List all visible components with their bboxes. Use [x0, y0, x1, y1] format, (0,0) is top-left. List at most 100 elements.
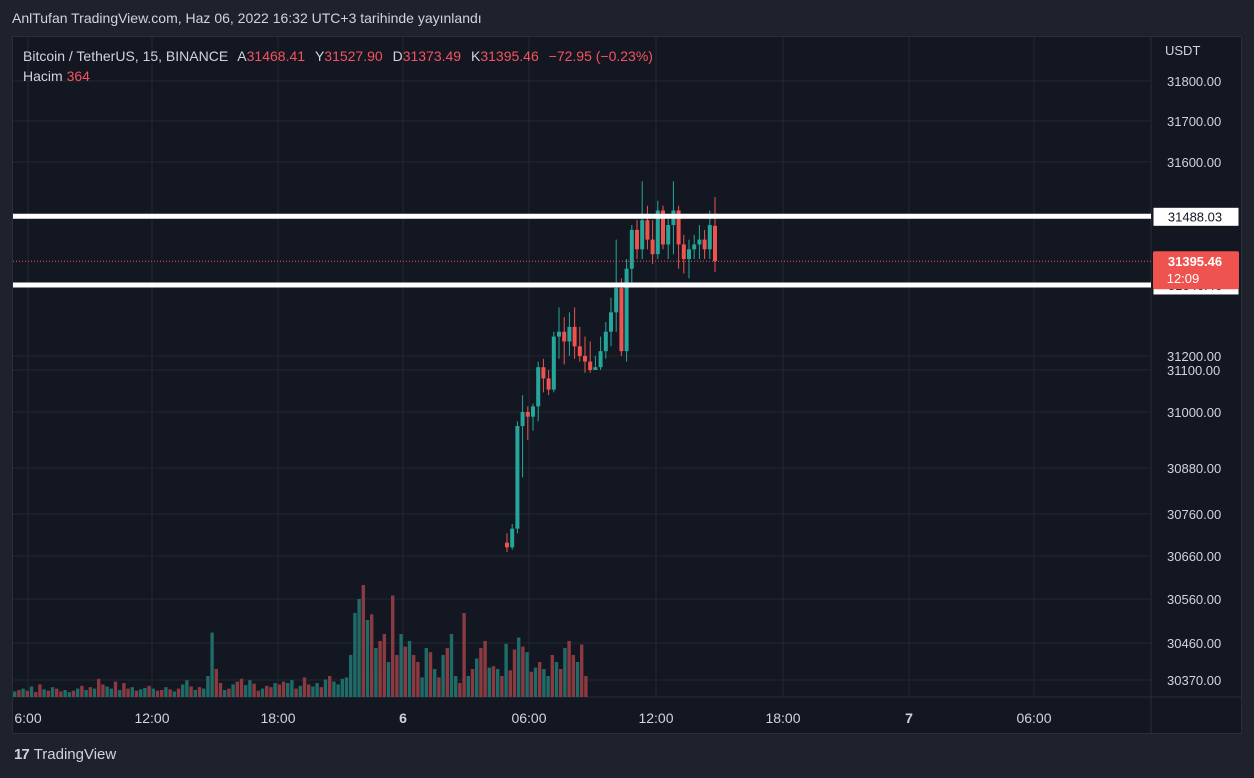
legend-high: 31527.90: [324, 48, 383, 64]
grid: [13, 37, 1241, 733]
candle-body: [635, 229, 639, 250]
candle-body: [536, 367, 541, 407]
y-tick-label-2: 31600.00: [1167, 155, 1221, 170]
volume-bar: [365, 620, 370, 697]
x-tick-label-4: 06:00: [511, 710, 546, 726]
volume-bar: [122, 683, 126, 697]
volume-bar: [504, 643, 508, 697]
y-tick-label-10: 30460.00: [1167, 636, 1221, 651]
volume-bar: [416, 662, 420, 697]
volume-bar: [475, 658, 479, 697]
volume-bar: [67, 692, 71, 697]
volume-bar: [143, 687, 147, 697]
candle-body: [650, 239, 655, 255]
volume-bar: [134, 690, 139, 697]
y-tick-label-5: 31000.00: [1167, 405, 1221, 420]
x-tick-label-0: 6:00: [14, 710, 41, 726]
volume-bar: [420, 677, 424, 697]
x-tick-label-3: 6: [399, 710, 407, 726]
volume-bar: [55, 688, 59, 697]
candle-body: [557, 331, 561, 337]
volume-bar: [235, 681, 239, 697]
time-axis: 6:00 12:00 18:00 6 06:00 12:00 18:00 7 06:00: [14, 710, 1051, 726]
x-tick-label-1: 12:00: [134, 710, 169, 726]
volume-bar: [214, 669, 218, 697]
volume-bar: [80, 685, 84, 697]
volume-bar: [147, 685, 151, 697]
volume-bar: [470, 669, 475, 697]
volume-bar: [151, 688, 155, 697]
volume-bar: [542, 669, 546, 697]
volume-bar: [126, 688, 130, 697]
y-tick-label-0: 31800.00: [1167, 74, 1221, 89]
volume-bar: [17, 690, 21, 697]
volume-bar: [454, 676, 458, 697]
volume-bar: [210, 632, 214, 697]
volume-bar: [458, 683, 462, 697]
horizontal-line-label-0: 31488.03: [1168, 209, 1222, 224]
candle-body: [640, 220, 645, 250]
volume-bar: [412, 655, 416, 697]
volume-bar: [386, 662, 391, 697]
candle-body: [510, 528, 515, 548]
volume-bar: [273, 683, 277, 697]
volume-bar: [25, 690, 29, 697]
quote-unit-label: USDT: [1165, 43, 1200, 58]
horizontal-line-label-bg-0: [1152, 206, 1240, 227]
x-tick-label-8: 06:00: [1016, 710, 1051, 726]
volume-bar: [298, 685, 302, 697]
volume-bar: [538, 662, 542, 697]
candle-body: [609, 312, 613, 332]
candle-body: [583, 356, 587, 362]
candle-body: [681, 244, 686, 259]
legend-change: −72.95 (−0.23%): [548, 48, 653, 64]
volume-bar: [286, 683, 290, 697]
volume-bar: [97, 678, 101, 697]
volume-bar: [323, 679, 328, 697]
x-tick-label-7: 7: [905, 710, 913, 726]
candle-body: [577, 346, 582, 356]
volume-bar: [441, 655, 445, 697]
legend-volume: 364: [66, 68, 90, 84]
volume-bar: [546, 676, 550, 697]
legend-ohlc-row: Bitcoin / TetherUS, 15, BINANCE A31468.4…: [23, 46, 653, 66]
volume-bar: [315, 683, 319, 697]
volume-bar: [34, 692, 38, 697]
y-tick-label-4: 31100.00: [1167, 363, 1220, 378]
volume-bar: [449, 634, 454, 697]
volume-bar: [370, 614, 374, 697]
volume-bar: [76, 688, 80, 697]
volume-bar: [571, 655, 575, 697]
volume-bar: [580, 644, 584, 697]
volume-bar: [361, 585, 365, 697]
legend-open-label: A: [237, 48, 247, 64]
volume-bar: [109, 688, 113, 697]
volume-bar: [374, 648, 378, 697]
volume-bar: [50, 687, 55, 697]
volume-bar: [487, 667, 491, 697]
volume-bar: [160, 690, 164, 697]
volume-bar: [29, 686, 34, 697]
volume-bar: [71, 690, 76, 697]
candle-body: [629, 229, 634, 269]
volume-bar: [575, 662, 580, 697]
volume-bar: [252, 683, 256, 697]
volume-bar: [206, 676, 210, 697]
volume-bar: [483, 641, 487, 697]
legend: Bitcoin / TetherUS, 15, BINANCE A31468.4…: [23, 46, 653, 86]
volume-bar: [105, 686, 109, 697]
volume-bar: [181, 684, 185, 697]
candle-body: [666, 225, 671, 245]
candle-body: [567, 326, 572, 342]
candle-body: [692, 244, 697, 250]
y-tick-label-7: 30760.00: [1167, 507, 1221, 522]
footer-logo[interactable]: 17 TradingView: [14, 746, 116, 763]
volume-bar: [391, 595, 395, 697]
volume-bar: [84, 690, 88, 697]
legend-volume-label: Hacim: [23, 68, 63, 84]
volume-bar: [101, 684, 105, 697]
legend-volume-row: Hacim 364: [23, 66, 653, 86]
